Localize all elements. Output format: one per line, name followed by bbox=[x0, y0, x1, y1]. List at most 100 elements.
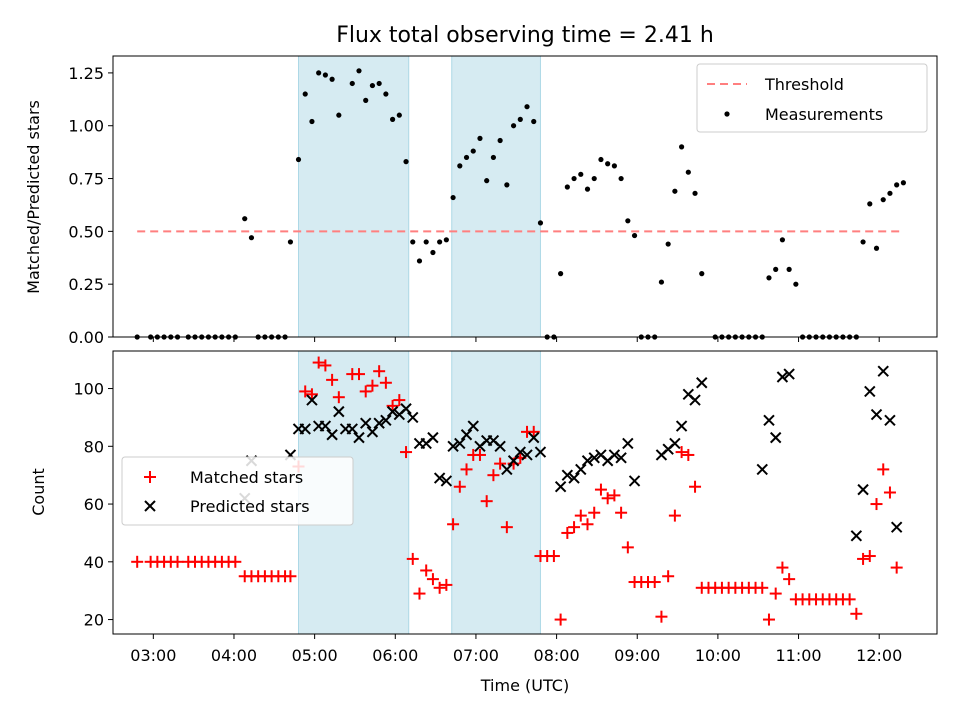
matched-point bbox=[554, 613, 567, 626]
matched-point bbox=[305, 388, 318, 401]
matched-point bbox=[527, 425, 540, 438]
matched-point bbox=[594, 483, 607, 496]
measurement-point bbox=[531, 118, 537, 125]
matched-point bbox=[352, 368, 365, 381]
bottom-x-axis: 03:00 04:00 05:00 06:00 07:00 08:00 09:00 10:00… bbox=[130, 634, 902, 665]
measurement-point bbox=[287, 239, 294, 245]
measurement-point bbox=[309, 118, 315, 125]
bottom-x-tick-label: 12:00 bbox=[856, 646, 902, 665]
matched-point bbox=[494, 457, 507, 470]
matched-point bbox=[682, 448, 695, 461]
measurement-point bbox=[423, 239, 429, 245]
top-legend: Threshold Measurements bbox=[696, 63, 928, 133]
measurement-point bbox=[504, 182, 510, 188]
predicted-point bbox=[494, 440, 506, 453]
measurement-point bbox=[463, 154, 470, 161]
predicted-point bbox=[467, 420, 479, 432]
legend-matched-swatch bbox=[144, 471, 156, 483]
predicted-point bbox=[386, 405, 399, 418]
measurement-point bbox=[437, 239, 443, 245]
predicted-point bbox=[534, 446, 547, 458]
measurement-point bbox=[591, 175, 597, 182]
matched-point bbox=[312, 356, 325, 369]
bottom-y-tick-label: 80 bbox=[84, 437, 104, 456]
shaded-interval bbox=[451, 55, 541, 338]
matched-point bbox=[373, 365, 386, 378]
predicted-point bbox=[501, 463, 513, 476]
bottom-x-tick-label: 07:00 bbox=[453, 646, 499, 665]
legend-matched-label: Matched stars bbox=[190, 468, 303, 487]
predicted-point bbox=[877, 365, 889, 377]
matched-point bbox=[675, 446, 688, 459]
predicted-point bbox=[507, 455, 520, 467]
bottom-y-tick-label: 20 bbox=[84, 611, 104, 630]
measurement-point bbox=[302, 91, 308, 97]
predicted-point bbox=[460, 429, 473, 441]
measurement-point bbox=[430, 249, 436, 256]
matched-point bbox=[453, 480, 466, 493]
matched-point bbox=[366, 379, 379, 392]
measurement-point bbox=[329, 76, 335, 82]
matched-point bbox=[500, 521, 513, 534]
measurement-point bbox=[356, 68, 362, 74]
predicted-point bbox=[333, 405, 345, 418]
predicted-point bbox=[427, 431, 439, 444]
top-y-axis: 0.00 0.25 0.50 0.75 1.00 1.25 bbox=[68, 64, 113, 347]
matched-point bbox=[487, 469, 500, 482]
predicted-point bbox=[575, 463, 587, 476]
measurement-point bbox=[484, 178, 490, 184]
shaded-interval bbox=[451, 350, 541, 635]
measurements-series bbox=[134, 68, 906, 340]
measurement-point bbox=[611, 163, 617, 169]
measurement-point bbox=[410, 239, 416, 245]
predicted-point bbox=[776, 371, 789, 383]
predicted-point bbox=[850, 530, 863, 542]
top-y-tick-label: 0.75 bbox=[68, 170, 104, 189]
predicted-point bbox=[561, 469, 574, 481]
matched-point bbox=[776, 561, 789, 574]
top-x-axis-ticks bbox=[152, 337, 880, 342]
predicted-point bbox=[306, 394, 318, 406]
measurement-point bbox=[672, 188, 678, 194]
matched-point bbox=[400, 446, 413, 459]
measurement-point bbox=[242, 216, 248, 222]
predicted-point bbox=[514, 446, 527, 458]
predicted-point bbox=[689, 394, 701, 406]
predicted-point bbox=[675, 420, 688, 432]
shaded-interval bbox=[298, 55, 410, 338]
predicted-point bbox=[696, 377, 708, 389]
matched-point bbox=[393, 394, 406, 407]
matched-point bbox=[131, 555, 144, 568]
predicted-point bbox=[763, 414, 775, 427]
top-y-tick-label: 0.25 bbox=[68, 275, 104, 294]
matched-stars-series bbox=[131, 356, 903, 626]
predicted-point bbox=[299, 423, 311, 435]
measurement-point bbox=[625, 218, 631, 224]
measurement-point bbox=[779, 237, 786, 243]
matched-point bbox=[574, 509, 587, 522]
measurement-point bbox=[665, 241, 671, 247]
top-y-tick-label: 0.00 bbox=[68, 328, 104, 347]
measurement-point bbox=[571, 175, 577, 182]
bottom-x-tick-label: 08:00 bbox=[534, 646, 580, 665]
measurement-point bbox=[363, 97, 369, 103]
bottom-y-axis: 20 40 60 80 100 bbox=[73, 380, 113, 630]
predicted-stars-series bbox=[239, 365, 903, 542]
matched-point bbox=[863, 550, 876, 563]
predicted-point bbox=[521, 449, 533, 461]
matched-point bbox=[460, 463, 473, 476]
predicted-point bbox=[628, 475, 641, 487]
predicted-point bbox=[870, 408, 883, 421]
measurement-point bbox=[336, 112, 342, 118]
legend-predicted-label: Predicted stars bbox=[190, 497, 310, 516]
matched-point bbox=[568, 521, 581, 534]
measurement-point bbox=[524, 104, 530, 110]
predicted-point bbox=[608, 449, 621, 461]
matched-point bbox=[473, 448, 486, 461]
predicted-point bbox=[864, 385, 876, 398]
measurement-point bbox=[510, 123, 517, 129]
predicted-point bbox=[769, 431, 782, 444]
matched-point bbox=[581, 518, 594, 531]
measurement-point bbox=[470, 148, 476, 154]
measurement-point bbox=[658, 279, 665, 285]
